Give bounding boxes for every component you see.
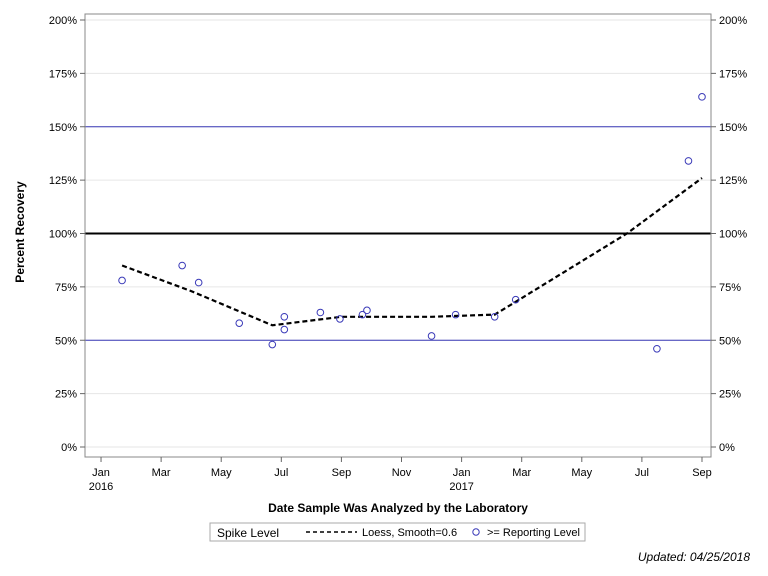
data-point bbox=[268, 340, 277, 349]
y-tick-label-right: 175% bbox=[719, 68, 747, 80]
loess-smooth-line bbox=[121, 177, 703, 327]
x-tick-label: Nov bbox=[392, 467, 412, 479]
x-tick-label: May bbox=[211, 467, 232, 479]
x-tick-label: Sep bbox=[332, 467, 352, 479]
x-axis-title: Date Sample Was Analyzed by the Laborato… bbox=[268, 501, 528, 515]
x-tick-label: Jul bbox=[274, 467, 288, 479]
legend-entry-loess: Loess, Smooth=0.6 bbox=[362, 527, 457, 539]
y-tick-label-left: 100% bbox=[49, 229, 77, 241]
y-axis-title: Percent Recovery bbox=[13, 181, 27, 283]
x-tick-label: Jan bbox=[453, 467, 471, 479]
data-point bbox=[451, 310, 460, 319]
data-point bbox=[427, 332, 436, 340]
y-tick-label-right: 125% bbox=[719, 175, 747, 187]
updated-footnote: Updated: 04/25/2018 bbox=[638, 550, 750, 564]
x-tick-label: Mar bbox=[512, 467, 531, 479]
data-point bbox=[698, 93, 706, 101]
legend-title: Spike Level bbox=[217, 526, 279, 540]
data-point bbox=[358, 310, 367, 319]
data-point bbox=[118, 276, 126, 285]
y-tick-label-left: 150% bbox=[49, 122, 77, 134]
legend-entry-reporting-level: >= Reporting Level bbox=[487, 527, 580, 539]
x-tick-year-label: 2017 bbox=[449, 481, 473, 493]
x-tick-label: Jan bbox=[92, 467, 110, 479]
x-tick-year-label: 2016 bbox=[89, 481, 113, 493]
data-point bbox=[194, 278, 203, 287]
legend-box bbox=[209, 522, 586, 542]
legend-marker-swatch bbox=[472, 528, 480, 536]
x-tick-label: Mar bbox=[152, 467, 171, 479]
plot-area bbox=[84, 13, 712, 458]
y-tick-label-left: 75% bbox=[55, 282, 77, 294]
data-point bbox=[280, 312, 289, 321]
y-tick-label-right: 100% bbox=[719, 229, 747, 241]
y-tick-label-right: 75% bbox=[719, 282, 741, 294]
y-tick-label-left: 200% bbox=[49, 15, 77, 27]
data-point bbox=[336, 315, 344, 323]
data-point bbox=[178, 261, 186, 270]
y-tick-label-right: 200% bbox=[719, 15, 747, 27]
y-tick-label-left: 125% bbox=[49, 175, 77, 187]
series bbox=[118, 93, 706, 353]
data-point bbox=[280, 325, 289, 334]
y-tick-label-right: 0% bbox=[719, 442, 735, 454]
y-tick-label-left: 25% bbox=[55, 389, 77, 401]
x-tick-label: Sep bbox=[692, 467, 712, 479]
data-point bbox=[363, 306, 371, 315]
x-tick-label: Jul bbox=[635, 467, 649, 479]
legend: Spike Level Loess, Smooth=0.6 >= Reporti… bbox=[209, 522, 586, 542]
data-point bbox=[653, 344, 661, 353]
data-point bbox=[684, 157, 693, 165]
y-tick-label-right: 150% bbox=[719, 122, 747, 134]
data-point bbox=[235, 319, 244, 327]
y-tick-label-left: 0% bbox=[61, 442, 77, 454]
reference-lines bbox=[85, 126, 711, 341]
x-tick-label: May bbox=[571, 467, 592, 479]
y-tick-label-left: 50% bbox=[55, 335, 77, 347]
axes: 0% 0% 25% 25% 50% 50% 75% 75% 100% 100% 125% 125% 15… bbox=[49, 15, 747, 493]
data-point bbox=[316, 308, 325, 317]
data-point bbox=[511, 295, 520, 304]
data-point bbox=[490, 312, 499, 321]
y-tick-label-left: 175% bbox=[49, 68, 77, 80]
y-tick-label-right: 50% bbox=[719, 335, 741, 347]
y-tick-label-right: 25% bbox=[719, 389, 741, 401]
